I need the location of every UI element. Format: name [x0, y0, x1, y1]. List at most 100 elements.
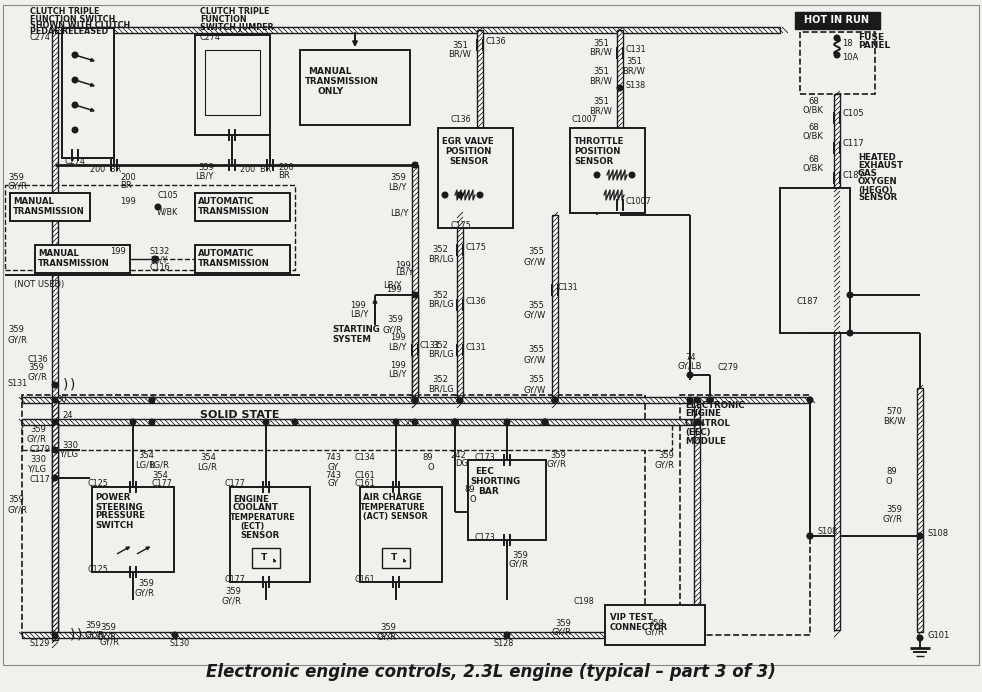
Bar — [834, 94, 840, 630]
Text: 351: 351 — [452, 41, 467, 50]
Bar — [10, 193, 90, 221]
Text: LB/Y: LB/Y — [395, 268, 413, 277]
Text: C131: C131 — [558, 282, 578, 291]
Text: 359: 359 — [30, 426, 46, 435]
Text: 18: 18 — [842, 39, 852, 48]
Bar — [477, 30, 483, 215]
Text: C1007: C1007 — [626, 197, 652, 206]
Text: C117: C117 — [843, 140, 865, 149]
Circle shape — [847, 330, 852, 336]
Text: W/BK: W/BK — [157, 208, 179, 217]
Text: SENSOR: SENSOR — [449, 158, 488, 167]
Circle shape — [618, 85, 623, 91]
Circle shape — [452, 419, 458, 425]
Text: BAR: BAR — [478, 487, 499, 496]
Text: 26: 26 — [550, 396, 561, 405]
Text: 743: 743 — [325, 453, 341, 462]
Text: ): ) — [63, 378, 69, 392]
Text: C279: C279 — [718, 363, 739, 372]
Bar — [412, 295, 418, 400]
Circle shape — [504, 632, 510, 638]
Text: (NOT USED): (NOT USED) — [14, 280, 64, 289]
Circle shape — [412, 292, 417, 298]
Text: C177: C177 — [152, 480, 173, 489]
Text: TEMPERATURE: TEMPERATURE — [230, 513, 296, 522]
Bar — [92, 487, 174, 572]
Circle shape — [707, 397, 713, 403]
Text: TRANSMISSION: TRANSMISSION — [38, 259, 110, 268]
Bar — [230, 487, 310, 582]
Text: TRANSMISSION: TRANSMISSION — [198, 206, 270, 215]
Text: POSITION: POSITION — [445, 147, 491, 156]
Circle shape — [847, 292, 852, 298]
Text: ): ) — [70, 628, 76, 642]
Text: GY/R: GY/R — [135, 588, 155, 597]
Text: LB/Y: LB/Y — [388, 370, 407, 379]
Text: C116: C116 — [150, 264, 171, 273]
Text: 351: 351 — [593, 39, 609, 48]
Text: EXHAUST: EXHAUST — [858, 161, 903, 170]
Bar — [300, 50, 410, 125]
Circle shape — [458, 397, 463, 403]
Bar — [694, 400, 700, 635]
Circle shape — [412, 397, 417, 403]
Text: O/BK: O/BK — [803, 163, 824, 172]
Text: C161: C161 — [355, 576, 376, 585]
Text: 354: 354 — [200, 453, 216, 462]
Text: 359: 359 — [380, 623, 396, 632]
Bar — [800, 32, 875, 94]
Text: (HEGO): (HEGO) — [858, 185, 893, 194]
Text: 89: 89 — [422, 453, 433, 462]
Bar — [605, 605, 705, 645]
Text: VIP TEST: VIP TEST — [610, 612, 653, 621]
Text: 27: 27 — [455, 396, 465, 405]
Circle shape — [504, 419, 510, 425]
Text: PRESSURE: PRESSURE — [95, 511, 145, 520]
Text: 355: 355 — [528, 248, 544, 257]
Text: C131: C131 — [626, 46, 646, 55]
Text: 359: 359 — [198, 163, 214, 172]
Circle shape — [694, 419, 700, 425]
Text: GY/W: GY/W — [524, 356, 546, 365]
Text: 68: 68 — [808, 123, 819, 132]
Text: LG/R: LG/R — [149, 460, 169, 469]
Text: T: T — [391, 554, 398, 563]
Circle shape — [52, 632, 58, 638]
Circle shape — [152, 256, 158, 262]
Text: 359: 359 — [886, 505, 901, 514]
Text: O/BK: O/BK — [803, 105, 824, 114]
Text: GY/W: GY/W — [524, 257, 546, 266]
Text: 200  BR: 200 BR — [240, 165, 271, 174]
Text: C274: C274 — [200, 33, 221, 42]
Text: 359: 359 — [658, 450, 674, 459]
Text: GY/R: GY/R — [509, 560, 529, 569]
Circle shape — [834, 52, 840, 58]
Text: SWITCH JUMPER: SWITCH JUMPER — [200, 23, 274, 32]
Bar — [22, 419, 700, 425]
Bar — [570, 128, 645, 213]
Bar — [552, 215, 558, 400]
Text: LB/Y: LB/Y — [390, 208, 409, 217]
Text: C136: C136 — [28, 356, 49, 365]
Circle shape — [452, 419, 458, 425]
Circle shape — [412, 162, 417, 167]
Circle shape — [542, 419, 548, 425]
Text: Y/LG: Y/LG — [27, 464, 46, 473]
Text: 25: 25 — [409, 396, 420, 405]
Text: 199: 199 — [120, 197, 136, 206]
Text: MANUAL: MANUAL — [308, 68, 352, 77]
Text: ): ) — [77, 628, 82, 642]
Text: O/BK: O/BK — [803, 131, 824, 140]
Bar — [55, 27, 780, 33]
Text: HOT IN RUN: HOT IN RUN — [804, 15, 869, 25]
Circle shape — [131, 419, 136, 425]
Text: C161: C161 — [355, 471, 376, 480]
Text: CLUTCH TRIPLE: CLUTCH TRIPLE — [30, 8, 99, 17]
Text: ELECTRONIC: ELECTRONIC — [685, 401, 744, 410]
Text: ENGINE: ENGINE — [233, 495, 269, 504]
Text: 199: 199 — [350, 300, 365, 309]
Text: 199: 199 — [390, 334, 406, 343]
Text: CONNECTOR: CONNECTOR — [610, 623, 668, 632]
Text: C274: C274 — [30, 33, 51, 42]
Text: 10A: 10A — [842, 53, 858, 62]
